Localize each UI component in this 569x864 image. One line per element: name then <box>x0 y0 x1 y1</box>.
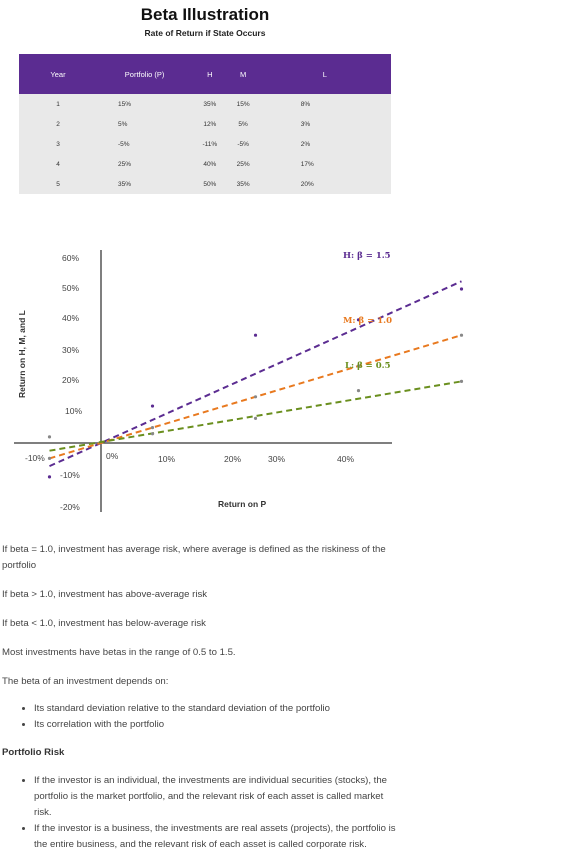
table-body: 1 15% 35% 15% 8% 2 5% 12% 5% 3% 3 -5% -11% -5% 2% 4 25% 4… <box>19 94 391 194</box>
paragraph-average-risk-cont: portfolio <box>2 560 37 571</box>
table-cell: 8% <box>258 94 391 114</box>
list-item: If the investor is a business, the inves… <box>34 821 396 853</box>
y-tick-label: 30% <box>62 345 79 355</box>
paragraph-beta-range: Most investments have betas in the range… <box>2 647 236 658</box>
table-cell: 5 <box>19 174 97 194</box>
column-header: Portfolio (P) <box>97 54 193 94</box>
data-point <box>47 435 52 439</box>
table-cell: 1 <box>19 94 97 114</box>
y-tick-label: 40% <box>62 313 79 323</box>
series-label: L: β = 0.5 <box>345 361 391 371</box>
table-cell: -5% <box>97 134 193 154</box>
data-point <box>356 389 361 393</box>
x-axis-title: Return on P <box>218 499 266 509</box>
column-header: L <box>258 54 391 94</box>
table-cell: 3 <box>19 134 97 154</box>
table-cell: -11% <box>192 134 228 154</box>
data-point <box>150 432 155 436</box>
table-cell: 3% <box>258 114 391 134</box>
y-tick-label: 50% <box>62 283 79 293</box>
beta-factors-list: Its standard deviation relative to the s… <box>18 701 330 733</box>
table-row: 2 5% 12% 5% 3% <box>19 114 391 134</box>
series-label: H: β = 1.5 <box>343 251 391 261</box>
table-row: 5 35% 50% 35% 20% <box>19 174 391 194</box>
table-cell: 17% <box>258 154 391 174</box>
table-cell: 2% <box>258 134 391 154</box>
table-cell: 20% <box>258 174 391 194</box>
y-tick-label: 10% <box>65 406 82 416</box>
data-point <box>356 364 361 368</box>
column-header: H <box>192 54 228 94</box>
table-header-row: Year Portfolio (P) H M L <box>19 54 391 94</box>
list-item: If the investor is an individual, the in… <box>34 773 396 821</box>
column-header: Year <box>19 54 97 94</box>
data-point <box>253 395 258 399</box>
table-cell: 5% <box>227 114 259 134</box>
table-cell: 35% <box>227 174 259 194</box>
series-line <box>49 380 462 452</box>
list-item: Its standard deviation relative to the s… <box>34 701 330 717</box>
paragraph-below-average: If beta < 1.0, investment has below-aver… <box>2 618 206 629</box>
table-row: 1 15% 35% 15% 8% <box>19 94 391 114</box>
portfolio-risk-list: If the investor is an individual, the in… <box>18 773 396 853</box>
table-cell: 50% <box>192 174 228 194</box>
data-point <box>150 404 155 408</box>
table-cell: 5% <box>97 114 193 134</box>
table-cell: 15% <box>97 94 193 114</box>
table-cell: 35% <box>192 94 228 114</box>
data-point <box>150 426 155 430</box>
series-line <box>49 280 462 468</box>
beta-chart: -10% 0% 10% 20% 30% 40% 60% 50% 40% 30% 20% 10% -10%… <box>14 250 464 512</box>
table-cell: 25% <box>97 154 193 174</box>
page-subtitle: Rate of Return if State Occurs <box>144 28 266 38</box>
data-point <box>47 475 52 479</box>
table-cell: 12% <box>192 114 228 134</box>
returns-table: Year Portfolio (P) H M L 1 15% 35% 15% 8% 2 5%… <box>19 54 391 194</box>
table-row: 3 -5% -11% -5% 2% <box>19 134 391 154</box>
table-cell: 35% <box>97 174 193 194</box>
data-point <box>253 416 258 420</box>
paragraph-above-average: If beta > 1.0, investment has above-aver… <box>2 589 208 600</box>
page-title: Beta Illustration <box>140 5 270 24</box>
x-tick-label: 10% <box>158 454 175 464</box>
paragraph-average-risk: If beta = 1.0, investment has average ri… <box>2 544 386 555</box>
y-tick-label: 60% <box>62 253 79 263</box>
x-tick-label: 0% <box>106 451 119 461</box>
x-tick-label: -10% <box>25 453 45 463</box>
list-item: Its correlation with the portfolio <box>34 717 330 733</box>
series-label: M: β = 1.0 <box>343 316 392 326</box>
data-point <box>459 379 464 383</box>
table-cell: 25% <box>227 154 259 174</box>
paragraph-beta-depends: The beta of an investment depends on: <box>2 676 169 687</box>
x-tick-label: 30% <box>268 454 285 464</box>
data-point <box>253 333 258 337</box>
table-cell: 40% <box>192 154 228 174</box>
y-axis-title: Return on H, M, and L <box>17 310 27 398</box>
y-tick-label: -10% <box>60 470 80 480</box>
x-tick-label: 40% <box>337 454 354 464</box>
table-cell: 15% <box>227 94 259 114</box>
table-cell: 4 <box>19 154 97 174</box>
table-row: 4 25% 40% 25% 17% <box>19 154 391 174</box>
x-tick-label: 20% <box>224 454 241 464</box>
data-point <box>47 456 52 460</box>
data-point <box>356 318 361 322</box>
column-header: M <box>227 54 259 94</box>
data-point <box>459 287 464 291</box>
y-tick-label: -20% <box>60 502 80 512</box>
data-point <box>459 333 464 337</box>
section-title-portfolio-risk: Portfolio Risk <box>2 747 65 758</box>
table-cell: 2 <box>19 114 97 134</box>
table-cell: -5% <box>227 134 259 154</box>
y-tick-label: 20% <box>62 375 79 385</box>
